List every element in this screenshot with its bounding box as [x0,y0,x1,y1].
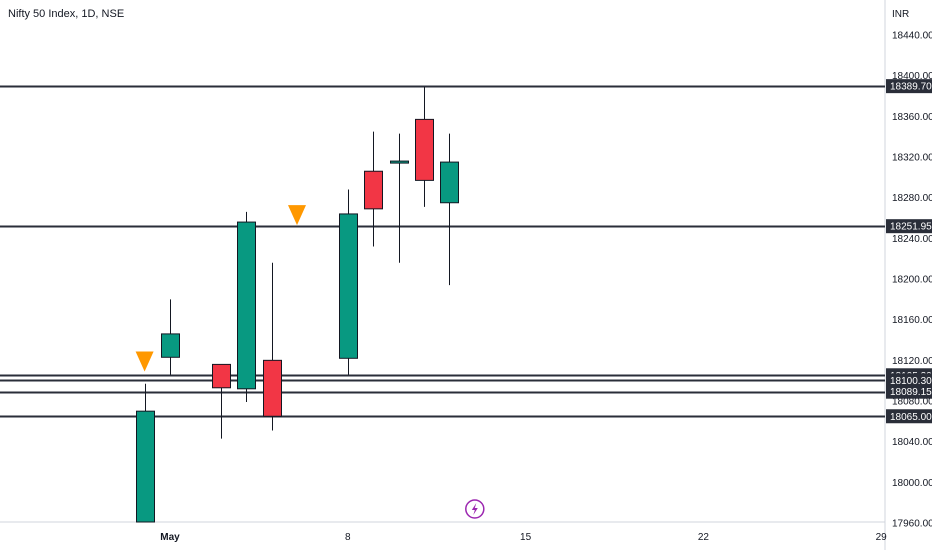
candle-body [440,161,459,204]
candle-body [390,160,409,164]
price-axis-unit: INR [892,9,909,20]
candle-up [390,133,409,263]
level-price-label: 18251.95 [886,219,932,234]
price-tick-label: 18320.00 [892,153,932,164]
level-price-label-bg [886,384,932,399]
price-tick-label: 18440.00 [892,31,932,42]
level-price-label-text: 18389.70 [890,82,932,93]
time-tick-label: 15 [520,532,532,543]
candle-body [364,170,383,210]
price-tick-label: 18000.00 [892,478,932,489]
level-price-label-text: 18089.15 [890,387,932,398]
candle-body [263,359,282,417]
level-price-label-text: 18065.00 [890,412,932,423]
price-tick-label: 18120.00 [892,356,932,367]
level-price-label-text: 18100.30 [890,376,932,387]
level-price-label-text: 18251.95 [890,222,932,233]
level-price-label: 18065.00 [886,409,932,424]
price-tick-label: 18200.00 [892,275,932,286]
candle-down [364,131,383,247]
triangle-down-marker [135,351,154,372]
lightning-icon [465,499,485,519]
time-tick-label: 22 [698,532,710,543]
price-tick-label: 18240.00 [892,234,932,245]
candle-down [263,262,282,431]
level-price-label-bg [886,373,932,388]
candle-down [415,86,434,207]
level-price-label-bg [886,219,932,234]
candle-up [161,299,180,375]
level-price-label: 18100.30 [886,373,932,388]
price-tick-label: 17960.00 [892,519,932,530]
price-tick-label: 18400.00 [892,71,932,82]
time-tick-label: 29 [876,532,888,543]
candle-up [339,189,358,375]
level-price-label: 18089.15 [886,384,932,399]
candle-body [339,213,358,359]
level-price-label-bg [886,409,932,424]
candle-body [136,410,155,523]
level-price-label-bg [886,79,932,94]
price-tick-label: 18280.00 [892,193,932,204]
symbol-title: Nifty 50 Index, 1D, NSE [8,8,125,20]
time-tick-label: 8 [345,532,351,543]
lightning-icon-bolt [471,503,478,515]
candle-up [440,133,459,286]
candle-body [237,221,256,390]
candle-body [161,333,180,358]
price-tick-label: 18360.00 [892,112,932,123]
level-price-label: 18389.70 [886,79,932,94]
time-tick-label: May [160,532,180,543]
price-tick-label: 18080.00 [892,397,932,408]
price-tick-label: 18040.00 [892,437,932,448]
price-tick-label: 18160.00 [892,315,932,326]
candle-up [136,383,155,523]
candle-up [237,211,256,403]
candle-body [415,118,434,181]
triangle-down-marker [288,205,306,226]
candle-down [212,363,231,439]
candle-body [212,363,231,389]
